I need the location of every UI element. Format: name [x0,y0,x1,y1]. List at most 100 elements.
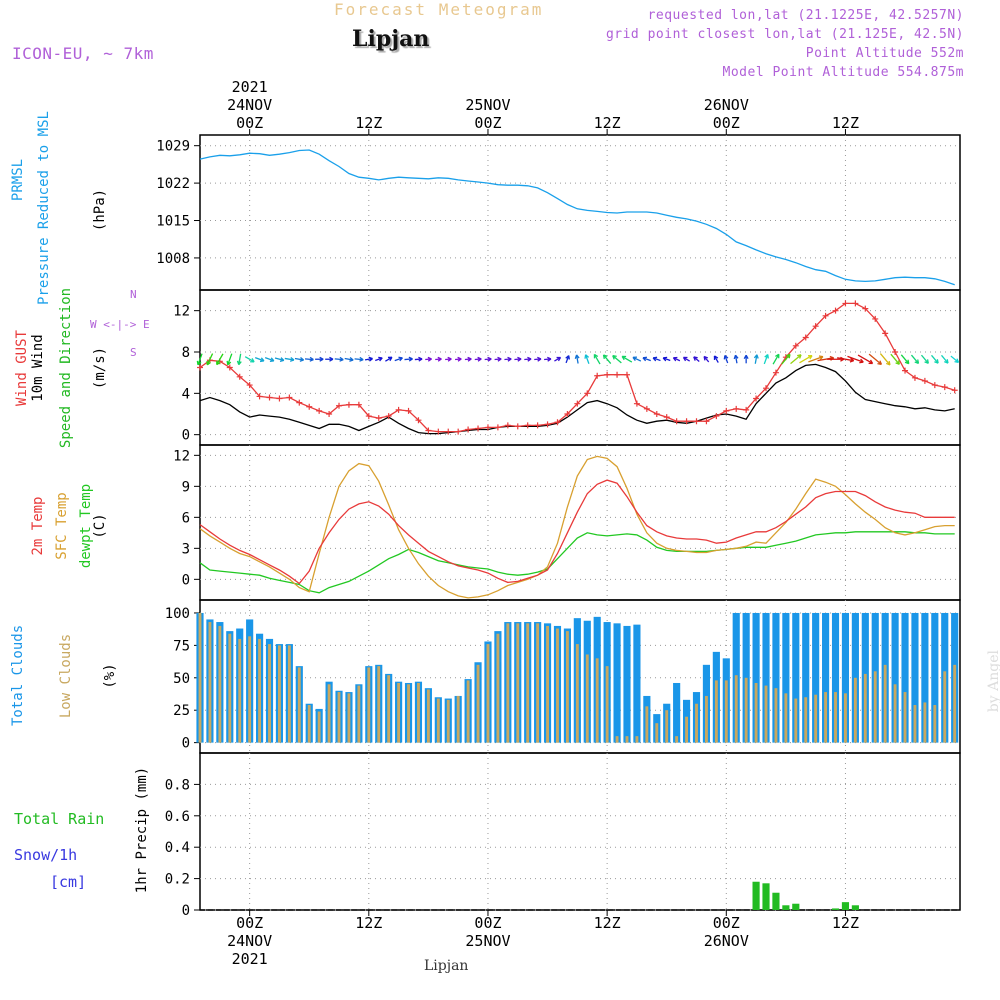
wind-direction-arrow [931,354,939,364]
wind-arrow-shaft [206,353,214,366]
wind-direction-arrow [682,356,690,362]
bottom-axis-label: 12Z [832,914,859,932]
wind-gust-marker [296,399,303,406]
wind-direction-arrow [504,356,512,362]
pressure-unit: (hPa) [92,188,108,232]
wind-arrow-head [574,354,580,359]
wind-gust-marker [425,427,432,434]
wind-arrow-shaft [763,354,769,365]
wind-gust-marker [286,394,293,401]
temp-2m-line [199,479,955,585]
low-clouds-bar [516,623,520,743]
wind-gust-marker [772,369,779,376]
y-tick-label: 1029 [156,139,190,155]
wind-gust-marker [921,377,928,384]
wind-direction-arrow [763,354,769,365]
low-clouds-bar [893,684,897,743]
low-clouds-bar [675,736,679,743]
low-clouds-bar [615,736,619,743]
rain-bar [752,881,760,910]
low-clouds-bar [297,667,301,743]
y-tick-label: 1022 [156,176,190,192]
y-tick-label: 25 [173,703,190,719]
wind-arrow-shaft [931,354,939,364]
wind-direction-arrow [837,357,855,363]
footer-location: Lipjan [424,958,469,974]
wind-gust-marker [395,406,402,413]
wind-arrow-shaft [575,354,579,364]
location-title: Lipjan [352,26,430,52]
wind-direction-arrow [920,354,929,364]
wind-gust-marker [584,390,591,397]
wind-arrow-head [954,358,960,364]
wind-arrow-head [457,356,462,362]
top-axis-label: 12Z [832,114,859,132]
wind-direction-arrow [621,355,633,363]
low-clouds-bar [476,664,480,743]
bottom-axis-label: 12Z [355,914,382,932]
low-clouds-bar [863,673,867,743]
wind-gust-marker [941,384,948,391]
compass-west-east: W <-|-> E [90,318,150,331]
snow-label: Snow/1h [14,846,78,864]
wind-gust-marker [276,395,283,402]
low-clouds-bar [327,684,331,743]
wind-arrow-shaft [781,353,791,365]
total-clouds-bar [812,612,820,743]
wind-arrow-shaft [632,356,642,362]
wind-unit: (m/s) [92,346,108,390]
wind-gust-marker [852,300,859,307]
wind-direction-arrow [325,356,334,362]
wind-direction-arrow [632,356,642,362]
wind-arrow-shaft [593,354,601,365]
wind-arrow-shaft [910,354,919,364]
wind-arrow-head [477,356,482,362]
wind-arrow-head [733,354,739,360]
wind-direction-arrow [514,356,522,362]
wind-gust-marker [911,374,918,381]
wind-direction-arrow [662,356,671,362]
snow-cm-label: [cm] [50,873,87,891]
wind-arrow-head [764,354,769,359]
wind-arrow-head [216,360,221,366]
wind-arrow-head [259,357,265,363]
low-clouds-bar [784,693,788,743]
wind-arrow-head [693,356,698,361]
low-clouds-bar [208,622,212,743]
wind-arrow-shaft [837,357,854,362]
low-clouds-bar [546,625,549,743]
wind-arrow-head [642,356,648,362]
wind-direction-arrow [334,356,344,362]
wind-direction-arrow [799,354,813,364]
wind-direction-arrow [364,356,373,362]
wind-arrow-head [309,356,314,362]
wind-gust-marker [475,425,482,432]
wind-arrow-head [652,356,658,362]
pressure-label-1: PRMSL [10,158,26,202]
wind-direction-arrow [879,353,891,366]
low-clouds-bar [824,692,828,743]
wind-direction-arrow [554,356,562,362]
low-clouds-bar [446,699,450,743]
wind-arrow-head [349,356,354,362]
wind-gust-marker [316,407,323,414]
rain-bar [782,905,790,910]
wind-arrow-shaft [354,358,364,361]
wind-arrow-head [849,357,855,363]
y-tick-label: 9 [182,479,190,495]
total-clouds-bar [931,612,939,743]
wind-direction-arrow [612,354,622,364]
wind-arrow-head [565,355,570,360]
wind-arrow-head [279,357,285,362]
wind-direction-arrow [743,354,749,364]
low-clouds-bar [218,625,222,743]
panel-frame-0 [199,134,961,291]
rain-bar [831,908,840,910]
wind-arrow-shaft [920,354,929,364]
low-clouds-bar [466,680,470,743]
wind-arrow-head [703,355,709,361]
wind-gust-marker [673,418,680,425]
wind-direction-arrow [703,355,710,363]
wind-gust-marker [445,428,452,435]
model-altitude: Model Point Altitude 554.875m [722,65,964,80]
